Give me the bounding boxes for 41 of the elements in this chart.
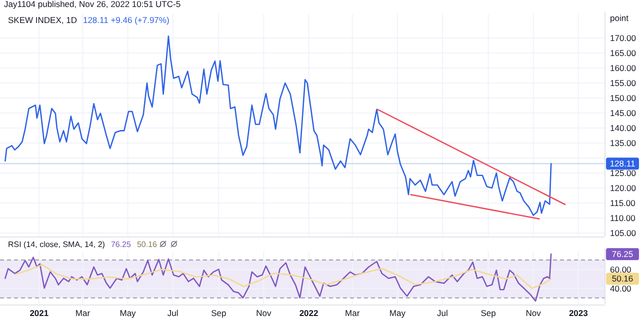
y-tick-label: 150.00 <box>610 92 636 103</box>
line-series <box>4 36 552 216</box>
x-tick-label: May <box>389 308 406 318</box>
y-tick-label: 120.00 <box>610 182 636 193</box>
chart-subtitle: Jay1104 published, Nov 26, 2022 10:51 UTC-5 <box>4 0 181 9</box>
x-tick-label: Nov <box>526 308 542 318</box>
y-tick-label: 135.00 <box>610 138 636 148</box>
ref-line-label: 128.11 <box>610 158 636 169</box>
y-axis-title: point <box>610 13 630 23</box>
y-tick-label: 160.00 <box>610 62 636 73</box>
y-tick-label: 140.00 <box>610 122 636 133</box>
text: 50.16 <box>136 240 158 249</box>
text: 50.16 <box>612 274 634 284</box>
chart-title: RSI (14, close, SMA, 14, 2) <box>8 240 106 249</box>
y-tick-label: 165.00 <box>610 48 636 58</box>
y-tick-label: 155.00 <box>610 78 636 88</box>
annotation: 128.11 +9.46 (+7.97%) <box>82 15 170 25</box>
x-tick-label: Jul <box>437 308 448 318</box>
x-tick-label: 2022 <box>299 308 318 318</box>
x-tick-label: May <box>120 308 137 318</box>
y-tick-label: 115.00 <box>610 198 636 208</box>
line-series <box>14 264 552 290</box>
text: 76.25 <box>110 240 132 249</box>
y-tick-label: 125.00 <box>610 168 636 178</box>
x-tick-label: 2023 <box>568 308 588 318</box>
text: 76.25 <box>612 249 634 260</box>
x-tick-label: Mar <box>345 308 360 318</box>
x-tick-label: Sep <box>211 308 226 318</box>
y-tick-label: 145.00 <box>610 108 636 118</box>
y-tick-label: 105.00 <box>610 228 636 238</box>
y-tick-label: 110.00 <box>610 212 636 223</box>
line-series <box>4 253 552 302</box>
y-tick-label: 40.00 <box>610 283 632 294</box>
chart-title: SKEW INDEX, 1D <box>8 15 77 25</box>
y-tick-label: 170.00 <box>610 32 636 43</box>
y-tick-label: 60.00 <box>610 264 632 274</box>
x-tick-label: Mar <box>75 308 90 318</box>
x-tick-label: Jul <box>167 308 178 318</box>
x-tick-label: 2021 <box>30 308 49 318</box>
x-tick-label: Sep <box>480 308 496 318</box>
x-tick-label: Nov <box>256 308 272 318</box>
